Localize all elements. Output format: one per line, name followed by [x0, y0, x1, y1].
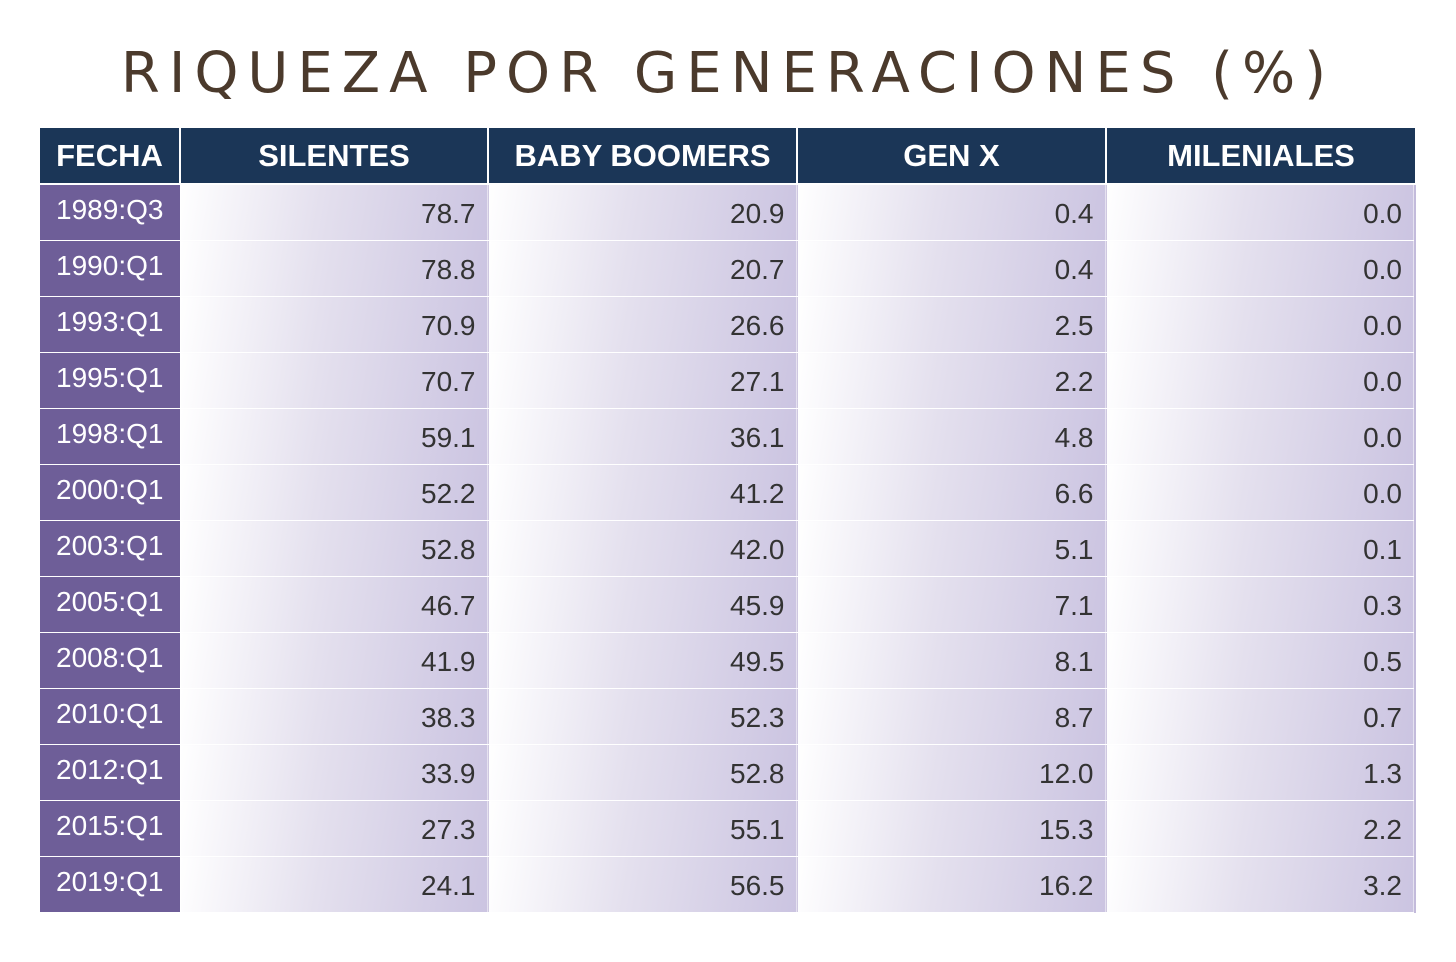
gen-x-cell: 8.7 — [796, 688, 1107, 745]
table-row: 2019:Q1 24.1 56.5 16.2 3.2 — [40, 856, 1416, 913]
gen-x-cell: 15.3 — [796, 800, 1107, 857]
column-header-baby-boomers: BABY BOOMERS — [487, 128, 798, 185]
table-row: 2012:Q1 33.9 52.8 12.0 1.3 — [40, 744, 1416, 801]
table-row: 2010:Q1 38.3 52.3 8.7 0.7 — [40, 688, 1416, 745]
baby-boomers-cell: 55.1 — [487, 800, 798, 857]
date-cell: 2003:Q1 — [40, 520, 181, 577]
date-cell: 1989:Q3 — [40, 183, 181, 241]
mileniales-cell: 3.2 — [1105, 856, 1416, 913]
gen-x-cell: 6.6 — [796, 464, 1107, 521]
mileniales-cell: 0.0 — [1105, 408, 1416, 465]
baby-boomers-cell: 52.3 — [487, 688, 798, 745]
mileniales-cell: 0.3 — [1105, 576, 1416, 633]
baby-boomers-cell: 20.9 — [487, 183, 798, 241]
date-cell: 2015:Q1 — [40, 800, 181, 857]
baby-boomers-cell: 49.5 — [487, 632, 798, 689]
gen-x-cell: 0.4 — [796, 183, 1107, 241]
mileniales-cell: 0.0 — [1105, 464, 1416, 521]
baby-boomers-cell: 26.6 — [487, 296, 798, 353]
silentes-cell: 70.9 — [179, 296, 489, 353]
mileniales-cell: 0.0 — [1105, 352, 1416, 409]
table-row: 2000:Q1 52.2 41.2 6.6 0.0 — [40, 464, 1416, 521]
mileniales-cell: 0.0 — [1105, 240, 1416, 297]
silentes-cell: 24.1 — [179, 856, 489, 913]
column-header-silentes: SILENTES — [179, 128, 489, 185]
baby-boomers-cell: 45.9 — [487, 576, 798, 633]
date-cell: 2008:Q1 — [40, 632, 181, 689]
date-cell: 1990:Q1 — [40, 240, 181, 297]
date-cell: 2000:Q1 — [40, 464, 181, 521]
column-header-fecha: FECHA — [40, 128, 181, 185]
gen-x-cell: 2.5 — [796, 296, 1107, 353]
table-row: 2015:Q1 27.3 55.1 15.3 2.2 — [40, 800, 1416, 857]
silentes-cell: 52.8 — [179, 520, 489, 577]
gen-x-cell: 4.8 — [796, 408, 1107, 465]
gen-x-cell: 5.1 — [796, 520, 1107, 577]
mileniales-cell: 0.0 — [1105, 183, 1416, 241]
baby-boomers-cell: 42.0 — [487, 520, 798, 577]
silentes-cell: 78.7 — [179, 183, 489, 241]
silentes-cell: 41.9 — [179, 632, 489, 689]
gen-x-cell: 16.2 — [796, 856, 1107, 913]
date-cell: 2019:Q1 — [40, 856, 181, 913]
silentes-cell: 70.7 — [179, 352, 489, 409]
date-cell: 2012:Q1 — [40, 744, 181, 801]
gen-x-cell: 12.0 — [796, 744, 1107, 801]
date-cell: 1995:Q1 — [40, 352, 181, 409]
table-row: 1990:Q1 78.8 20.7 0.4 0.0 — [40, 240, 1416, 297]
silentes-cell: 27.3 — [179, 800, 489, 857]
table-body: 1989:Q3 78.7 20.9 0.4 0.0 1990:Q1 78.8 20.7 0.4 0… — [40, 183, 1416, 913]
chart-title: RIQUEZA POR GENERACIONES (%) — [120, 41, 1336, 106]
gen-x-cell: 8.1 — [796, 632, 1107, 689]
table-row: 1989:Q3 78.7 20.9 0.4 0.0 — [40, 183, 1416, 241]
date-cell: 2005:Q1 — [40, 576, 181, 633]
date-cell: 2010:Q1 — [40, 688, 181, 745]
mileniales-cell: 0.1 — [1105, 520, 1416, 577]
table-row: 2003:Q1 52.8 42.0 5.1 0.1 — [40, 520, 1416, 577]
mileniales-cell: 2.2 — [1105, 800, 1416, 857]
column-header-mileniales: MILENIALES — [1105, 128, 1415, 185]
table-row: 1995:Q1 70.7 27.1 2.2 0.0 — [40, 352, 1416, 409]
mileniales-cell: 0.7 — [1105, 688, 1416, 745]
gen-x-cell: 7.1 — [796, 576, 1107, 633]
mileniales-cell: 1.3 — [1105, 744, 1416, 801]
mileniales-cell: 0.0 — [1105, 296, 1416, 353]
gen-x-cell: 2.2 — [796, 352, 1107, 409]
baby-boomers-cell: 27.1 — [487, 352, 798, 409]
baby-boomers-cell: 56.5 — [487, 856, 798, 913]
column-header-gen-x: GEN X — [796, 128, 1107, 185]
silentes-cell: 46.7 — [179, 576, 489, 633]
wealth-table: FECHA SILENTES BABY BOOMERS GEN X MILENI… — [40, 128, 1416, 913]
silentes-cell: 78.8 — [179, 240, 489, 297]
mileniales-cell: 0.5 — [1105, 632, 1416, 689]
baby-boomers-cell: 20.7 — [487, 240, 798, 297]
silentes-cell: 33.9 — [179, 744, 489, 801]
gen-x-cell: 0.4 — [796, 240, 1107, 297]
silentes-cell: 59.1 — [179, 408, 489, 465]
baby-boomers-cell: 52.8 — [487, 744, 798, 801]
table-row: 1993:Q1 70.9 26.6 2.5 0.0 — [40, 296, 1416, 353]
table-row: 2008:Q1 41.9 49.5 8.1 0.5 — [40, 632, 1416, 689]
header-row: FECHA SILENTES BABY BOOMERS GEN X MILENI… — [40, 128, 1415, 185]
baby-boomers-cell: 36.1 — [487, 408, 798, 465]
silentes-cell: 38.3 — [179, 688, 489, 745]
table-row: 2005:Q1 46.7 45.9 7.1 0.3 — [40, 576, 1416, 633]
silentes-cell: 52.2 — [179, 464, 489, 521]
baby-boomers-cell: 41.2 — [487, 464, 798, 521]
table-row: 1998:Q1 59.1 36.1 4.8 0.0 — [40, 408, 1416, 465]
date-cell: 1998:Q1 — [40, 408, 181, 465]
date-cell: 1993:Q1 — [40, 296, 181, 353]
